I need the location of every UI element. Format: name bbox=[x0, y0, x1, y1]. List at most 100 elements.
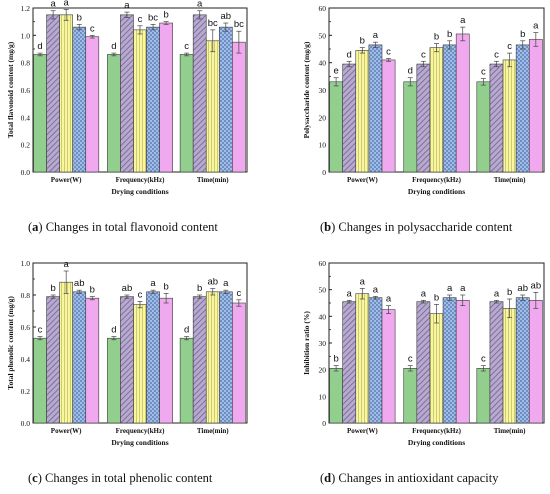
chart-4: 0 10 20 30 40 50 60 Inhibition ratio (%) Power(W… bbox=[302, 259, 545, 447]
bar bbox=[502, 59, 517, 173]
bar bbox=[381, 59, 396, 173]
bar bbox=[489, 63, 504, 173]
y-tick-label: 0.4 bbox=[21, 113, 31, 122]
bar bbox=[476, 81, 491, 173]
bar bbox=[429, 47, 444, 173]
bar bbox=[416, 301, 431, 424]
bar bbox=[72, 291, 87, 424]
caption-a: (a) Changes in total flavonoid content bbox=[28, 220, 218, 234]
significance-letter: d bbox=[37, 41, 42, 52]
bar bbox=[179, 337, 194, 424]
y-tick-label: 0.2 bbox=[21, 141, 31, 150]
significance-letter: a bbox=[373, 284, 379, 295]
bar bbox=[528, 300, 543, 424]
bar bbox=[133, 29, 147, 173]
significance-letter: a bbox=[64, 0, 70, 8]
significance-letter: bc bbox=[234, 19, 244, 30]
bar bbox=[329, 81, 343, 173]
significance-letter: b bbox=[434, 32, 439, 43]
significance-letter: b bbox=[77, 12, 82, 23]
bar bbox=[455, 33, 470, 173]
y-tick-label: 30 bbox=[319, 86, 327, 95]
bar bbox=[476, 368, 491, 424]
significance-letter: c bbox=[184, 41, 189, 52]
significance-letter: ab bbox=[221, 11, 232, 22]
significance-letter: b bbox=[90, 285, 95, 296]
y-tick-label: 60 bbox=[319, 259, 327, 268]
bar bbox=[218, 26, 233, 173]
significance-letter: c bbox=[421, 49, 426, 60]
bar bbox=[218, 291, 233, 424]
caption-d: (d) Changes in antioxidant capacity bbox=[320, 471, 499, 485]
significance-letter: c bbox=[481, 67, 486, 78]
bar bbox=[232, 302, 246, 424]
bar bbox=[120, 296, 134, 424]
y-tick-label: 0.6 bbox=[21, 86, 31, 95]
x-tick-label: Frequency(kHz) bbox=[116, 176, 166, 184]
significance-letter: b bbox=[434, 292, 439, 303]
bar bbox=[515, 297, 530, 424]
significance-letter: a bbox=[533, 21, 539, 32]
y-tick-label: 60 bbox=[319, 4, 327, 13]
x-axis-label: Drying conditions bbox=[408, 438, 465, 447]
significance-letter: a bbox=[64, 259, 70, 270]
significance-letter: c bbox=[408, 354, 413, 365]
bar bbox=[85, 297, 100, 424]
bar bbox=[416, 63, 431, 173]
bar bbox=[46, 14, 60, 173]
bar bbox=[355, 293, 370, 424]
significance-letter: b bbox=[163, 281, 168, 292]
bar bbox=[85, 36, 100, 173]
significance-letter: c bbox=[38, 325, 43, 336]
significance-letter: a bbox=[447, 283, 453, 294]
x-tick-label: Frequency(kHz) bbox=[412, 176, 462, 184]
x-tick-label: Power(W) bbox=[51, 176, 82, 184]
y-tick-label: 1.0 bbox=[21, 259, 31, 268]
y-tick-label: 0.6 bbox=[21, 323, 31, 332]
bar bbox=[107, 337, 121, 424]
bar bbox=[403, 368, 418, 424]
bar bbox=[120, 14, 134, 173]
significance-letter: a bbox=[460, 283, 466, 294]
bar bbox=[502, 308, 517, 424]
y-axis-label: Total flavonoid content (mg/g) bbox=[6, 41, 15, 138]
y-tick-label: 30 bbox=[319, 339, 327, 348]
y-tick-label: 0.8 bbox=[21, 59, 31, 68]
y-tick-label: 0.0 bbox=[21, 419, 31, 428]
bar bbox=[342, 301, 357, 424]
significance-letter: c bbox=[481, 354, 486, 365]
bar bbox=[368, 44, 383, 173]
significance-letter: ab bbox=[517, 283, 528, 294]
bar bbox=[455, 300, 470, 424]
significance-letter: b bbox=[197, 283, 202, 294]
y-axis-label: Total phenolic content (mg/g) bbox=[6, 296, 15, 390]
x-tick-label: Frequency(kHz) bbox=[412, 427, 462, 435]
bar bbox=[107, 54, 121, 173]
significance-letter: a bbox=[386, 294, 392, 305]
bar bbox=[329, 368, 343, 424]
significance-letter: a bbox=[150, 278, 156, 289]
significance-letter: ab bbox=[74, 278, 85, 289]
significance-letter: bc bbox=[148, 12, 158, 23]
y-tick-label: 50 bbox=[319, 31, 327, 40]
y-tick-label: 0 bbox=[322, 419, 326, 428]
bar bbox=[59, 281, 73, 424]
significance-letter: b bbox=[520, 29, 525, 40]
x-tick-label: Time(min) bbox=[197, 427, 229, 435]
significance-letter: c bbox=[494, 49, 499, 60]
bar bbox=[33, 54, 47, 173]
significance-letter: b bbox=[50, 283, 55, 294]
x-axis-label: Drying conditions bbox=[408, 187, 465, 196]
significance-letter: a bbox=[373, 30, 379, 41]
chart-3: 0.0 0.2 0.4 0.6 0.8 1.0 Total phenolic content… bbox=[6, 259, 248, 447]
y-tick-label: 0.0 bbox=[21, 168, 31, 177]
significance-letter: c bbox=[138, 14, 143, 25]
bar bbox=[528, 39, 543, 173]
x-tick-label: Power(W) bbox=[51, 427, 82, 435]
bar bbox=[429, 313, 444, 424]
bar bbox=[46, 296, 60, 424]
bar bbox=[205, 40, 220, 173]
bar bbox=[442, 297, 457, 424]
significance-letter: c bbox=[386, 47, 391, 58]
significance-letter: a bbox=[360, 276, 366, 287]
